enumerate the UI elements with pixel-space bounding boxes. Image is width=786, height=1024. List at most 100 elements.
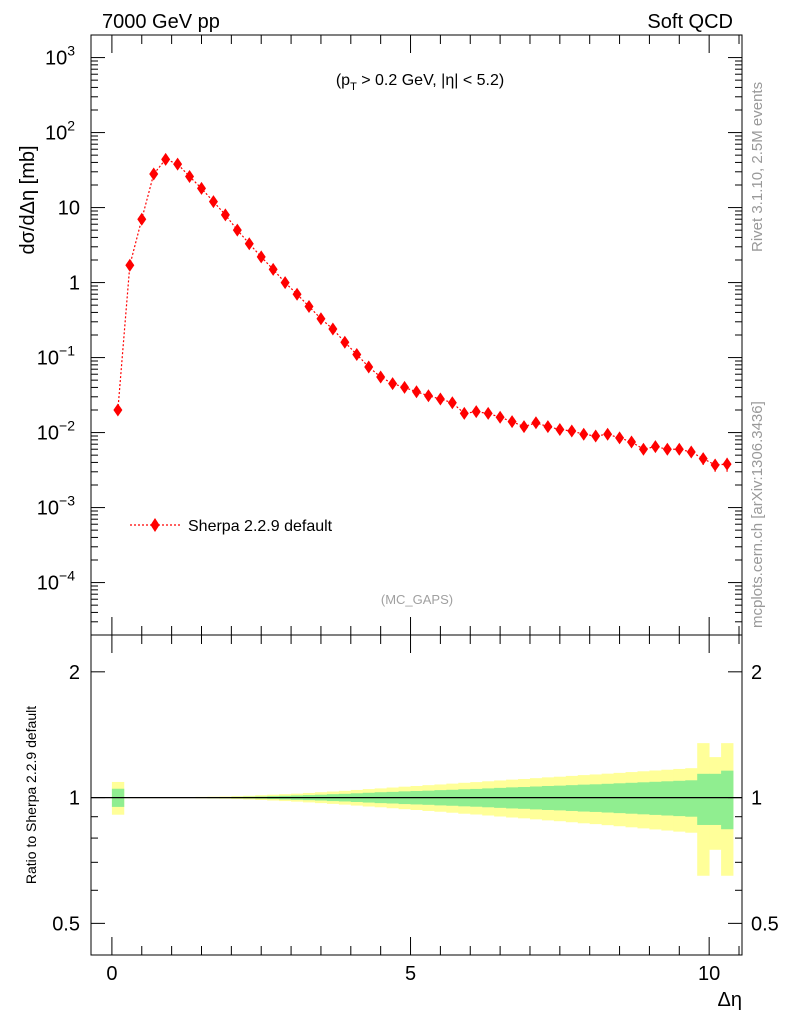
main-y-tick-exponent: 3 bbox=[67, 43, 75, 59]
data-point bbox=[638, 442, 648, 456]
data-point bbox=[650, 440, 660, 454]
data-point bbox=[196, 181, 206, 195]
x-tick-label: 0 bbox=[106, 963, 117, 985]
data-point bbox=[137, 212, 147, 226]
legend-label: Sherpa 2.2.9 default bbox=[188, 518, 333, 535]
main-y-tick-base: 10 bbox=[37, 423, 59, 445]
data-point bbox=[459, 406, 469, 420]
data-point bbox=[352, 347, 362, 361]
main-y-tick-base: 1 bbox=[69, 273, 80, 295]
x-axis-label: Δη bbox=[718, 989, 742, 1011]
main-y-tick-base: 10 bbox=[58, 198, 80, 220]
cut-annotation-sub: T bbox=[350, 81, 357, 93]
data-point bbox=[113, 403, 123, 417]
data-point bbox=[519, 420, 529, 434]
data-point bbox=[423, 389, 433, 403]
data-point bbox=[686, 445, 696, 459]
data-point bbox=[388, 377, 398, 391]
ratio-frame bbox=[90, 634, 743, 956]
data-point bbox=[483, 406, 493, 420]
data-point bbox=[292, 287, 302, 301]
cut-annotation-pre: (p bbox=[336, 72, 350, 89]
data-point bbox=[447, 396, 457, 410]
ratio-band-stat-bin bbox=[661, 781, 674, 816]
data-point bbox=[507, 415, 517, 429]
main-y-axis-label: dσ/dΔη [mb] bbox=[17, 145, 39, 254]
main-y-tick-exponent: −4 bbox=[59, 568, 75, 584]
data-point bbox=[256, 250, 266, 264]
legend: Sherpa 2.2.9 default bbox=[130, 518, 333, 535]
ratio-band-stat-bin bbox=[709, 773, 722, 825]
main-y-tick-label: 103 bbox=[45, 43, 75, 70]
main-y-tick-label: 10 bbox=[58, 198, 80, 220]
cut-annotation-post: > 0.2 GeV, |η| < 5.2) bbox=[357, 72, 504, 89]
data-point bbox=[531, 416, 541, 430]
data-point bbox=[400, 380, 410, 394]
ratio-panel: 0.5 0.5 1 1 2 2 0 5 10 Ratio to Sherpa 2.2.9 de… bbox=[23, 634, 779, 1011]
data-point bbox=[471, 405, 481, 419]
data-point bbox=[627, 435, 637, 449]
ratio-band-stat-bin bbox=[637, 782, 650, 815]
data-point bbox=[304, 299, 314, 313]
data-point bbox=[316, 312, 326, 326]
ratio-band-stat-bin bbox=[673, 780, 686, 817]
ratio-band-stat-bin bbox=[697, 773, 710, 825]
ratio-band-stat-bin bbox=[685, 780, 698, 817]
data-point bbox=[615, 431, 625, 445]
main-frame bbox=[90, 34, 743, 636]
main-y-tick-label: 10−2 bbox=[37, 418, 75, 445]
data-point bbox=[412, 385, 421, 399]
main-y-tick-exponent: −3 bbox=[59, 493, 75, 509]
data-point bbox=[603, 427, 613, 441]
main-y-tick-base: 10 bbox=[37, 573, 59, 595]
main-y-tick-base: 10 bbox=[45, 48, 67, 70]
data-point bbox=[555, 422, 565, 436]
ratio-band-stat-bin bbox=[721, 770, 734, 830]
main-x-ticks bbox=[111, 35, 740, 635]
data-point bbox=[543, 420, 553, 434]
ratio-y-tick-label-left: 1 bbox=[69, 788, 80, 810]
data-point bbox=[280, 276, 290, 290]
ratio-band-stat-bin bbox=[613, 783, 626, 814]
data-point bbox=[244, 237, 254, 251]
main-y-tick-label: 102 bbox=[45, 118, 75, 145]
ratio-band-stat-bin bbox=[625, 782, 638, 814]
data-point bbox=[662, 442, 672, 456]
side-label-mcplots: mcplots.cern.ch [arXiv:1306.3436] bbox=[749, 401, 766, 628]
main-y-tick-exponent: −1 bbox=[59, 343, 75, 359]
main-y-tick-label: 10−3 bbox=[37, 493, 75, 520]
ratio-plot-content bbox=[91, 743, 742, 876]
ratio-y-ticks: 0.5 0.5 1 1 2 2 bbox=[52, 662, 779, 936]
data-point bbox=[173, 157, 183, 171]
data-point bbox=[208, 195, 218, 209]
ratio-y-tick-label-right: 2 bbox=[751, 662, 762, 684]
data-point bbox=[268, 262, 278, 276]
data-point bbox=[495, 410, 505, 424]
ratio-y-tick-label-left: 2 bbox=[69, 662, 80, 684]
data-point bbox=[149, 167, 159, 181]
main-y-tick-label: 1 bbox=[69, 273, 80, 295]
data-point bbox=[698, 452, 708, 466]
x-tick-label: 5 bbox=[405, 963, 416, 985]
ratio-y-tick-label-right: 1 bbox=[751, 788, 762, 810]
data-point bbox=[161, 152, 171, 166]
data-point bbox=[328, 322, 338, 336]
ratio-y-tick-label-right: 0.5 bbox=[751, 913, 779, 935]
main-y-tick-base: 10 bbox=[45, 123, 67, 145]
data-point bbox=[232, 223, 242, 237]
x-tick-label: 10 bbox=[698, 963, 720, 985]
ratio-band-stat-bin bbox=[649, 781, 662, 815]
data-point bbox=[185, 169, 195, 183]
main-y-tick-base: 10 bbox=[37, 348, 59, 370]
data-point bbox=[567, 424, 577, 438]
data-point bbox=[710, 458, 720, 472]
data-point bbox=[364, 360, 374, 374]
main-y-tick-exponent: 2 bbox=[67, 118, 75, 134]
main-y-tick-exponent: −2 bbox=[59, 418, 75, 434]
data-point bbox=[376, 370, 386, 384]
legend-marker bbox=[150, 518, 160, 532]
header-right-label: Soft QCD bbox=[647, 11, 733, 33]
main-y-tick-label: 10−1 bbox=[37, 343, 75, 370]
